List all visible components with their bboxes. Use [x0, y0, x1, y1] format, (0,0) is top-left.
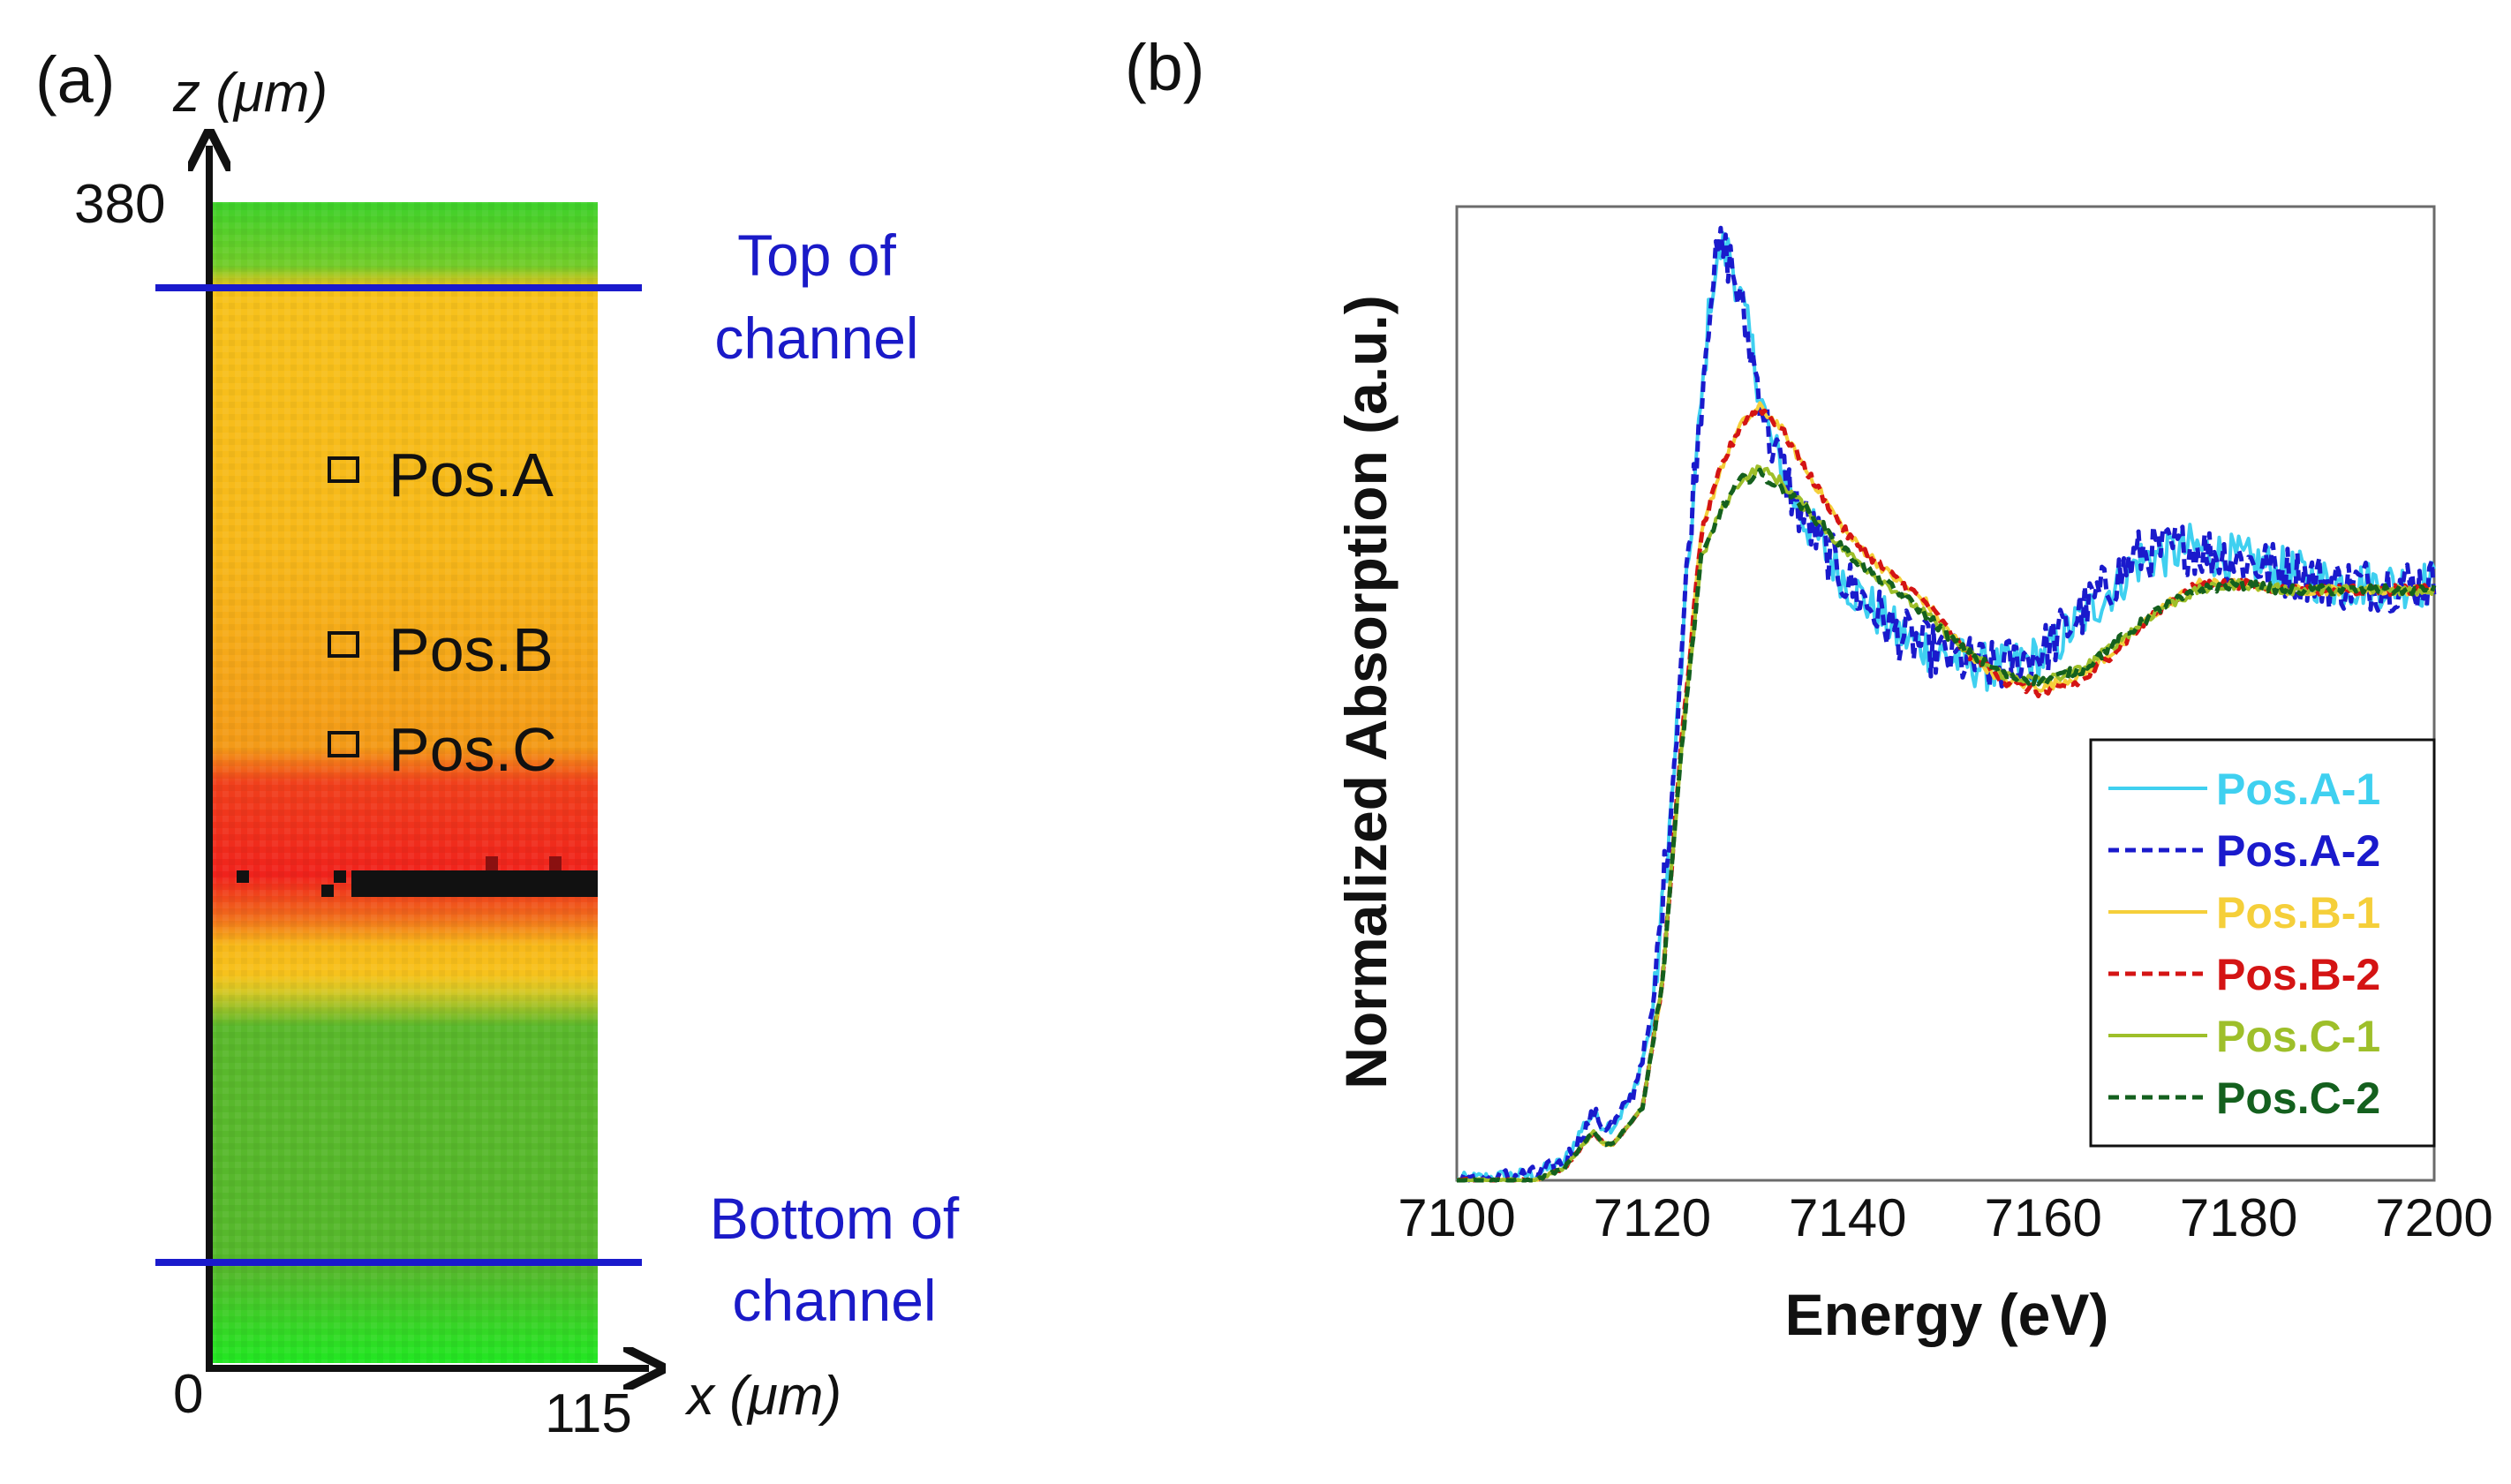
heatmap-pixel-texture	[209, 202, 598, 1363]
x-tick-7140: 7140	[1789, 1188, 1906, 1247]
x-tick-7120: 7120	[1594, 1188, 1711, 1247]
legend: Pos.A-1 Pos.A-2 Pos.B-1 Pos.B-2 Pos.C-1 Pos.C…	[2089, 738, 2436, 1148]
x-axis-title: Energy (eV)	[1785, 1282, 2109, 1347]
panel-a-heatmap: (a) z (μm) 380 0 115 x (μm) Top of chann…	[35, 43, 960, 1444]
dark-spot-band	[237, 856, 598, 897]
top-channel-label-line2: channel	[714, 305, 918, 371]
pos-c-box	[328, 731, 359, 757]
legend-label-pos-b-1: Pos.B-1	[2216, 888, 2380, 938]
pos-b-label: Pos.B	[388, 615, 554, 684]
series-line-pos-a-1	[1455, 231, 2436, 1182]
x-tick-labels: 7100 7120 7140 7160 7180 7200	[1398, 1188, 2492, 1247]
legend-label-pos-a-2: Pos.A-2	[2216, 826, 2380, 876]
x-axis-label: x (μm)	[684, 1366, 841, 1427]
series-line-pos-a-2	[1457, 225, 2437, 1183]
legend-box	[2089, 738, 2436, 1148]
position-marker-b: Pos.B	[328, 615, 554, 684]
position-marker-c: Pos.C	[328, 715, 557, 784]
pos-a-box	[328, 456, 359, 483]
pos-b-box	[328, 631, 359, 658]
z-tick-top: 380	[74, 174, 165, 235]
panel-b-label: (b)	[1125, 31, 1204, 104]
top-channel-label-line1: Top of	[737, 222, 896, 288]
legend-label-pos-b-2: Pos.B-2	[2216, 950, 2380, 999]
x-tick-7200: 7200	[2375, 1188, 2492, 1247]
x-tick-7160: 7160	[1984, 1188, 2101, 1247]
z-axis-label: z (μm)	[172, 63, 328, 124]
bottom-channel-label-line1: Bottom of	[710, 1186, 960, 1251]
position-marker-a: Pos.A	[328, 441, 554, 509]
panel-b-xanes-chart: (b) 7100 7120 7140 7160 7180 7200 Energy (eV)…	[1125, 31, 2493, 1347]
x-tick-right: 115	[545, 1383, 632, 1444]
legend-label-pos-c-1: Pos.C-1	[2216, 1012, 2380, 1061]
x-tick-7180: 7180	[2180, 1188, 2297, 1247]
legend-label-pos-a-1: Pos.A-1	[2216, 765, 2380, 814]
series-line-pos-c-2	[1457, 467, 2437, 1183]
pos-c-label: Pos.C	[388, 715, 557, 784]
bottom-channel-label-line2: channel	[732, 1268, 936, 1333]
legend-label-pos-c-2: Pos.C-2	[2216, 1073, 2380, 1123]
series-layer	[1455, 225, 2437, 1183]
pos-a-label: Pos.A	[388, 441, 554, 509]
origin-tick: 0	[173, 1364, 203, 1425]
y-axis-title: Normalized Absorption (a.u.)	[1333, 295, 1399, 1089]
panel-a-label: (a)	[35, 43, 115, 117]
x-tick-7100: 7100	[1398, 1188, 1515, 1247]
